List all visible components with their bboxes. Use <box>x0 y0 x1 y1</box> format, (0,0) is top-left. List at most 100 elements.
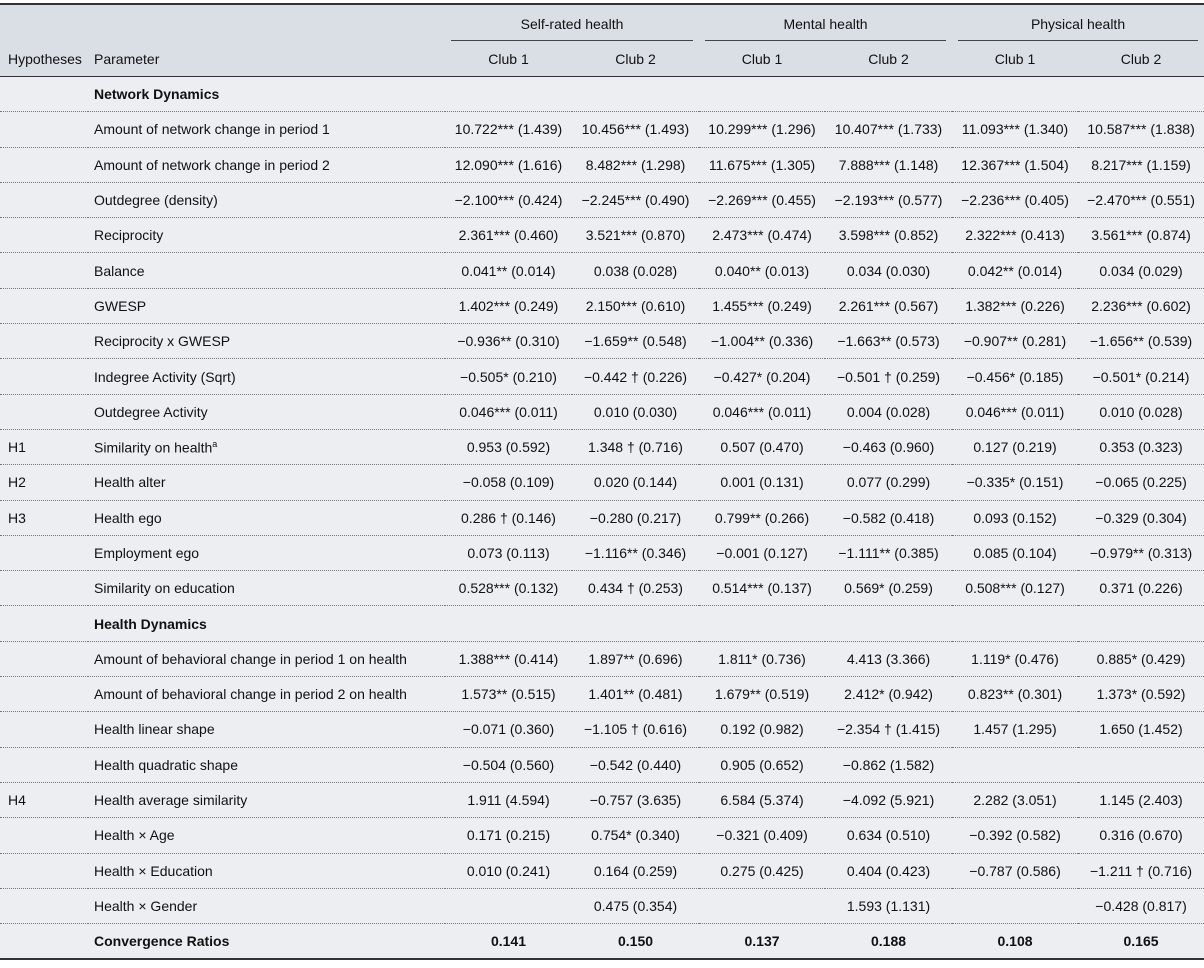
value-cell: 2.150*** (0.610) <box>572 288 700 325</box>
club-header: Club 1 <box>952 41 1079 77</box>
hyp-cell <box>0 217 88 254</box>
group-header: Mental health <box>699 3 953 41</box>
value-cell: 1.145 (2.403) <box>1078 782 1204 819</box>
table-container: Self-rated health Mental health Physical h… <box>0 3 1204 961</box>
value-cell: −0.787 (0.586) <box>952 853 1079 889</box>
hyp-cell <box>0 641 88 678</box>
parameter: Amount of behavioral change in period 2 … <box>94 686 407 703</box>
value-cell: 1.457 (1.295) <box>952 711 1079 748</box>
parameter: Health × Gender <box>94 897 198 914</box>
param-cell: Health × Age <box>88 817 445 854</box>
value-cell: 2.236*** (0.602) <box>1078 288 1204 325</box>
value-cell: 0.353 (0.323) <box>1078 429 1204 466</box>
estimate: −2.100*** (0.424) <box>454 192 563 209</box>
param-cell: Convergence Ratios <box>88 923 445 961</box>
value-cell: 0.799** (0.266) <box>699 500 826 536</box>
hyp-cell <box>0 711 88 748</box>
value-cell: 8.217*** (1.159) <box>1078 147 1204 183</box>
estimate: 1.373* (0.592) <box>1096 686 1186 703</box>
estimate: 1.811* (0.736) <box>718 650 806 667</box>
value-cell: 2.322*** (0.413) <box>952 217 1079 254</box>
estimate: 2.150*** (0.610) <box>585 297 686 314</box>
value-cell: −0.427* (0.204) <box>699 358 826 395</box>
value-cell: 1.373* (0.592) <box>1078 676 1204 713</box>
estimate: −0.787 (0.586) <box>969 862 1061 879</box>
table-row: H2 Health alter −0.058 (0.109) 0.020 (0.144… <box>0 464 1204 501</box>
estimate: 1.348 † (0.716) <box>588 439 683 456</box>
estimate: −0.936** (0.310) <box>457 333 560 350</box>
estimate: −0.058 (0.109) <box>462 474 555 491</box>
table-row: Health linear shape −0.071 (0.360) −1.105 … <box>0 711 1204 748</box>
value-cell: 7.888*** (1.148) <box>825 147 953 183</box>
value-cell: 1.811* (0.736) <box>699 641 826 678</box>
estimate: 0.150 <box>617 933 654 950</box>
estimate: −1.105 † (0.616) <box>583 721 688 738</box>
estimate: 0.034 (0.030) <box>846 262 931 279</box>
value-cell: 0.508*** (0.127) <box>952 570 1079 607</box>
value-cell: 12.367*** (1.504) <box>952 147 1079 183</box>
value-cell: 11.675*** (1.305) <box>699 147 826 183</box>
estimate: −2.470*** (0.551) <box>1087 192 1195 209</box>
estimate: −0.979** (0.313) <box>1089 545 1193 561</box>
parameter: Health alter <box>94 474 166 491</box>
estimate: 0.507 (0.470) <box>720 439 804 456</box>
section-label: Network Dynamics <box>94 86 220 103</box>
estimate: 2.361*** (0.460) <box>458 227 559 244</box>
param-cell: Similarity on education <box>88 570 445 607</box>
value-cell: −0.501* (0.214) <box>1078 358 1204 395</box>
estimate: 1.119* (0.476) <box>971 650 1059 667</box>
parameter: Reciprocity x GWESP <box>94 333 231 350</box>
value-cell <box>699 888 826 925</box>
value-cell: 0.905 (0.652) <box>699 747 826 783</box>
estimate: −0.505* (0.210) <box>460 368 557 385</box>
estimate: 1.593 (1.131) <box>846 897 931 914</box>
hyp-cell <box>0 358 88 395</box>
estimate: 10.456*** (1.493) <box>581 121 690 138</box>
estimate: −0.335* (0.151) <box>966 474 1064 491</box>
estimate: −2.354 † (1.415) <box>836 721 941 738</box>
estimate: 0.171 (0.215) <box>466 827 551 844</box>
estimate: 0.799** (0.266) <box>714 509 810 526</box>
estimate: −2.269*** (0.455) <box>708 192 816 209</box>
estimate: 8.217*** (1.159) <box>1091 156 1191 173</box>
value-cell: 1.455*** (0.249) <box>699 288 826 325</box>
value-cell: 10.722*** (1.439) <box>445 111 572 148</box>
table-row: Health × Education 0.010 (0.241) 0.164 (0.… <box>0 853 1204 889</box>
estimate: 1.457 (1.295) <box>973 721 1057 738</box>
table-row: GWESP 1.402*** (0.249) 2.150*** (0.610) 1.4… <box>0 288 1204 325</box>
param-cell: Reciprocity <box>88 217 445 254</box>
estimate: 0.353 (0.323) <box>1099 439 1183 456</box>
value-cell: −0.456* (0.185) <box>952 358 1079 395</box>
table-row: Convergence Ratios 0.141 0.150 0.137 0.188 0.… <box>0 923 1204 961</box>
hyp-cell <box>0 394 88 430</box>
group-label: Physical health <box>958 16 1199 41</box>
value-cell: 0.046*** (0.011) <box>445 394 572 430</box>
param-cell: Outdegree Activity <box>88 394 445 430</box>
value-cell: −2.354 † (1.415) <box>825 711 953 748</box>
value-cell: 0.569* (0.259) <box>825 570 953 607</box>
parameter: Amount of network change in period 2 <box>94 156 330 173</box>
estimate: 0.371 (0.226) <box>1099 580 1183 597</box>
value-cell: 11.093*** (1.340) <box>952 111 1079 148</box>
group-label: Self-rated health <box>451 16 694 41</box>
param-cell: Indegree Activity (Sqrt) <box>88 358 445 395</box>
value-cell: 0.020 (0.144) <box>572 464 700 501</box>
value-cell: −1.656** (0.539) <box>1078 323 1204 360</box>
value-cell: −1.211 † (0.716) <box>1078 853 1204 889</box>
param-cell: Amount of network change in period 2 <box>88 147 445 183</box>
results-table: Self-rated health Mental health Physical h… <box>0 3 1204 961</box>
estimate: 10.587*** (1.838) <box>1087 121 1195 138</box>
footnote-mark: a <box>212 438 218 449</box>
estimate: −0.501 † (0.259) <box>836 368 941 385</box>
club-header: Club 2 <box>1078 41 1204 77</box>
estimate: 11.675*** (1.305) <box>708 156 816 173</box>
group-row: Self-rated health Mental health Physical h… <box>0 3 1204 41</box>
table-row: Balance 0.041** (0.014) 0.038 (0.028) 0.040… <box>0 252 1204 289</box>
parameter: Amount of behavioral change in period 1 … <box>94 650 407 667</box>
estimate: −0.463 (0.960) <box>842 439 935 456</box>
value-cell: −0.001 (0.127) <box>699 535 826 572</box>
estimate: 1.388*** (0.414) <box>458 650 559 667</box>
value-cell: 1.593 (1.131) <box>825 888 953 925</box>
estimate: 2.282 (3.051) <box>973 792 1057 809</box>
parameter: Convergence Ratios <box>94 933 230 950</box>
